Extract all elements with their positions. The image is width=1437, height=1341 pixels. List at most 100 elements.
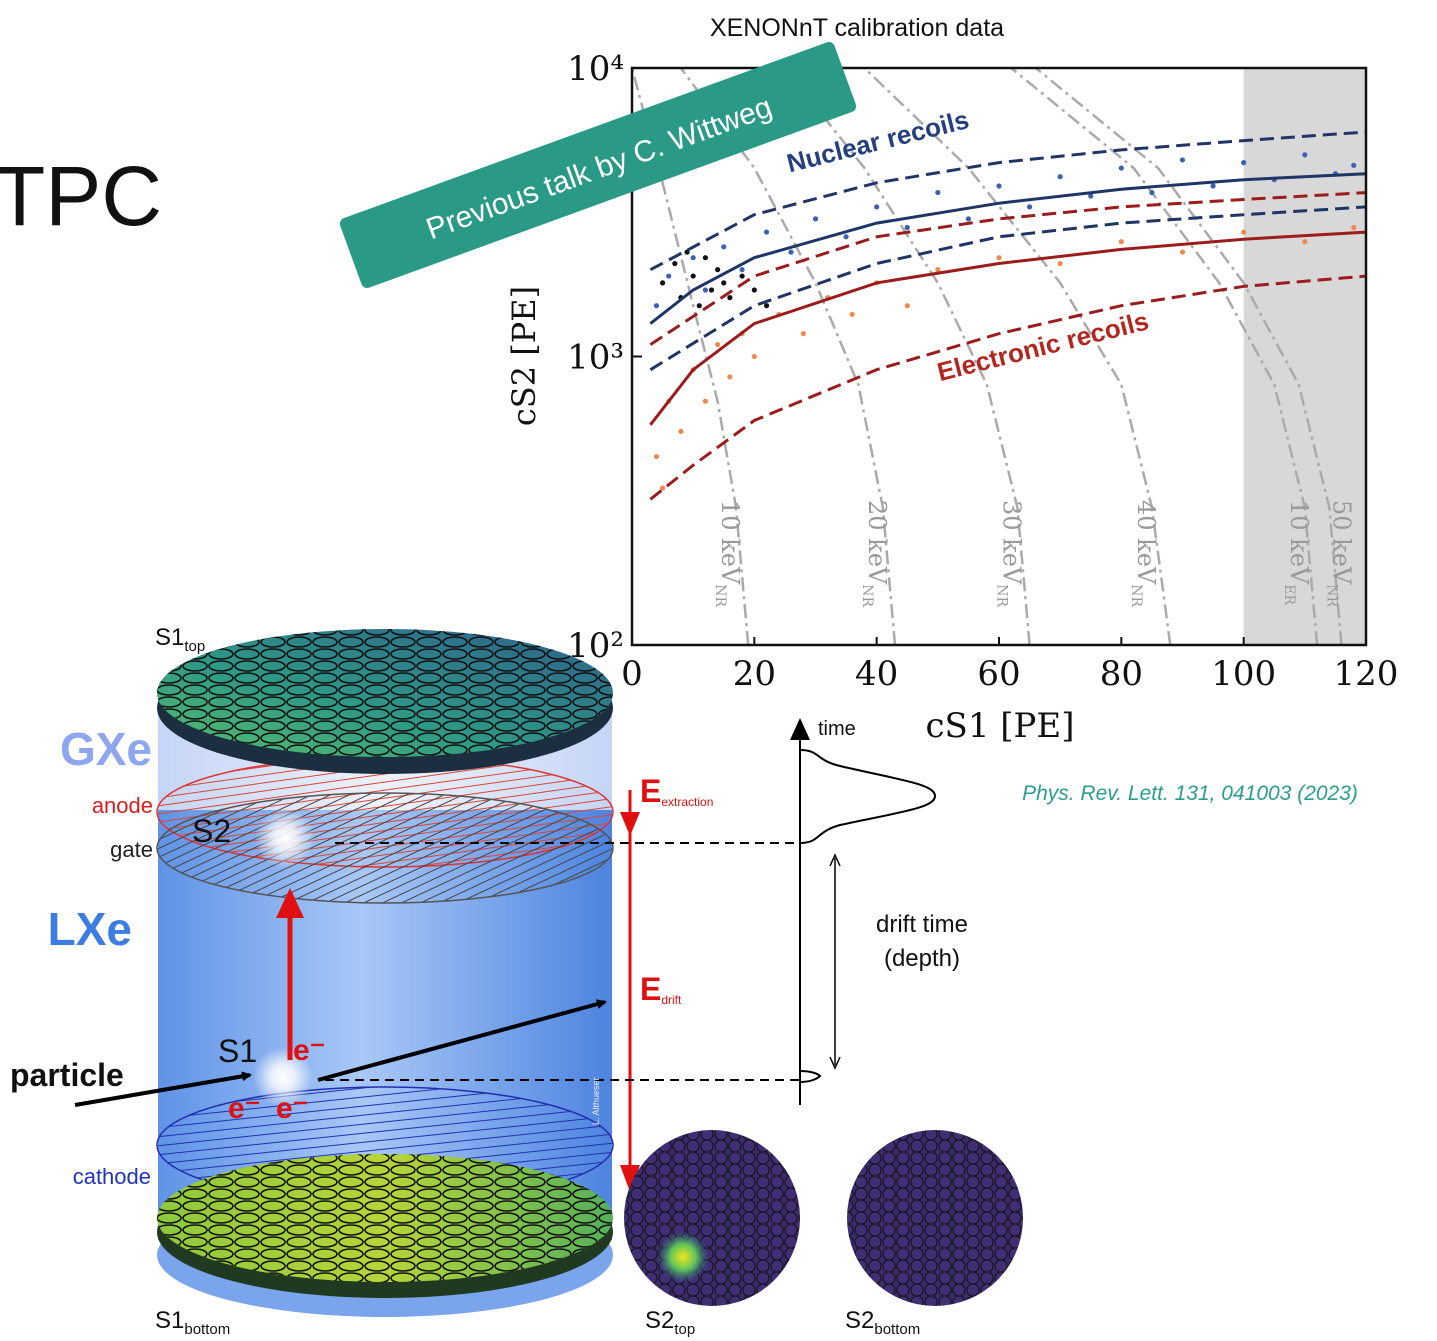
s1-glow <box>253 1047 313 1107</box>
data-point <box>904 303 910 309</box>
contour-label-sub: NR <box>1323 584 1339 607</box>
top-pmts <box>157 629 613 757</box>
drift-arrowheads <box>829 853 841 1070</box>
data-point <box>935 267 941 273</box>
drift-time-label: drift time <box>876 911 968 938</box>
x-axis-label: cS1 [PE] <box>926 706 1075 746</box>
y-tick-label: 10³ <box>567 338 624 378</box>
slide-title: TPC <box>0 149 162 243</box>
gate-label: gate <box>110 837 153 862</box>
data-point <box>715 267 721 273</box>
data-point <box>659 485 666 491</box>
contour-label-sub: NR <box>1128 584 1144 607</box>
data-point <box>721 280 727 286</box>
data-point <box>702 287 709 293</box>
data-point <box>1351 224 1357 231</box>
contour-label-text: 50 keV <box>1327 500 1355 585</box>
data-point <box>1057 260 1063 267</box>
shaded-region <box>1243 68 1366 645</box>
x-tick-label: 20 <box>733 654 776 694</box>
data-point <box>690 273 696 279</box>
data-point <box>1118 165 1124 171</box>
data-point <box>763 303 770 309</box>
data-point <box>1088 193 1094 199</box>
contour-label: 10 keVER <box>1281 500 1313 605</box>
contour-label-sub: ER <box>1281 584 1297 605</box>
data-point <box>666 273 672 279</box>
data-point <box>653 303 660 309</box>
lxe-label: LXe <box>48 903 132 955</box>
data-point <box>1241 159 1247 166</box>
band-line <box>649 130 1367 272</box>
electron-label: e⁻ <box>276 1092 309 1125</box>
contour-label: 40 keVNR <box>1128 500 1160 608</box>
data-point <box>739 267 745 273</box>
contour-label-text: 40 keV <box>1132 500 1160 585</box>
time-label: time <box>818 718 856 740</box>
contour-label-text: 30 keV <box>997 500 1025 585</box>
cathode-label: cathode <box>73 1164 151 1189</box>
y-tick-label: 10⁴ <box>567 49 624 89</box>
arrow-head <box>276 888 304 918</box>
energy-contour <box>783 68 1031 645</box>
x-tick-label: 80 <box>1100 654 1143 694</box>
contour-label-sub: NR <box>712 584 728 607</box>
s2-top-pattern <box>624 1130 800 1306</box>
data-point <box>1302 152 1308 158</box>
s2-top-label: S2top <box>645 1307 695 1338</box>
reference: Phys. Rev. Lett. 131, 041003 (2023) <box>1022 782 1358 805</box>
depth-label: (depth) <box>884 945 960 972</box>
particle-arrow <box>74 1071 252 1107</box>
e-drift-label: Edrift <box>640 971 682 1007</box>
data-point <box>727 374 733 380</box>
energy-contour <box>1010 68 1319 645</box>
energy-contour <box>1034 68 1343 645</box>
band-line <box>649 230 1367 426</box>
data-point <box>1351 162 1357 168</box>
data-point <box>721 244 727 250</box>
x-tick-label: 0 <box>621 654 643 694</box>
anode-label: anode <box>92 793 153 818</box>
data-point <box>874 204 880 210</box>
data-point <box>996 183 1002 189</box>
data-point <box>1118 239 1124 245</box>
data-point <box>672 260 678 267</box>
s1-label: S1 <box>218 1033 257 1069</box>
data-point <box>702 255 709 261</box>
banner-text[interactable]: Previous talk by C. Wittweg <box>422 90 776 246</box>
data-point <box>935 189 941 196</box>
bottom-pmts <box>157 1154 613 1282</box>
electron-label: e⁻ <box>228 1092 261 1125</box>
data-point <box>727 295 733 301</box>
time-arrowhead <box>790 718 810 740</box>
data-point <box>800 331 806 337</box>
credit: L. Althueser <box>591 1077 601 1125</box>
chart-title: XENONnT calibration data <box>710 14 1004 42</box>
data-point <box>788 249 794 255</box>
data-point <box>904 224 910 231</box>
x-tick-label: 120 <box>1334 654 1399 694</box>
particle-label: particle <box>10 1057 124 1093</box>
data-point <box>696 303 702 309</box>
data-point <box>702 398 709 404</box>
annotation: Electronic recoils <box>934 305 1152 387</box>
data-point <box>678 428 684 435</box>
e-extraction-label: Eextraction <box>640 773 713 809</box>
data-point <box>965 216 972 222</box>
s1-pulse <box>799 1070 822 1083</box>
contour-label: 10 keVNR <box>712 500 744 608</box>
contour-label: 30 keVNR <box>993 500 1025 608</box>
x-tick-label: 60 <box>977 654 1020 694</box>
data-point <box>708 287 715 293</box>
energy-contour <box>863 68 1172 645</box>
data-point <box>812 216 819 222</box>
y-axis-label: cS2 [PE] <box>505 286 543 426</box>
tpc-diagram: GXe LXe anode gate cathode particle S2 S… <box>10 624 1023 1338</box>
s2-label: S2 <box>192 813 231 849</box>
data-point <box>1179 157 1186 163</box>
data-point <box>996 255 1002 261</box>
data-point <box>653 453 660 460</box>
s2-bottom-label: S2bottom <box>845 1307 920 1338</box>
banner-box[interactable] <box>338 40 858 289</box>
